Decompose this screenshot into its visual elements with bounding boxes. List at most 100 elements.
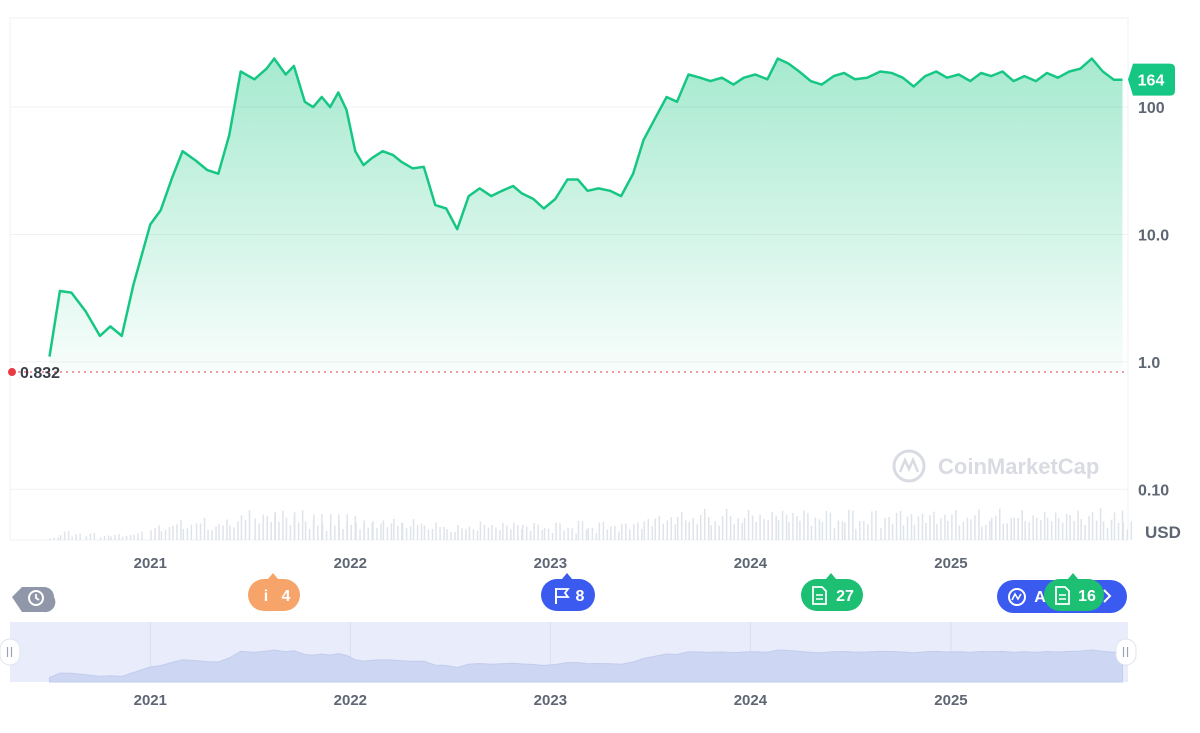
volume-bar	[699, 515, 702, 540]
volume-bar	[439, 527, 441, 540]
volume-bar	[75, 534, 77, 540]
volume-bar	[350, 524, 352, 540]
volume-bar	[125, 535, 128, 540]
volume-bar	[1046, 517, 1049, 540]
volume-bar	[1130, 521, 1133, 540]
volume-bar	[641, 528, 643, 540]
volume-bar	[1028, 522, 1030, 540]
volume-bar	[397, 525, 399, 540]
volume-bar	[733, 523, 735, 540]
volume-bar	[707, 516, 710, 540]
volume-bar	[563, 530, 565, 540]
volume-bar	[443, 526, 445, 540]
volume-bar	[367, 527, 369, 540]
volume-bar	[981, 526, 983, 540]
volume-bar	[837, 520, 840, 540]
volume-bar	[479, 521, 482, 540]
volume-bar	[755, 521, 757, 540]
volume-bar	[940, 518, 942, 540]
volume-bar	[457, 525, 459, 540]
volume-bar	[382, 520, 385, 540]
volume-bars	[49, 508, 1133, 540]
navigator-tick-label: 2022	[334, 692, 367, 709]
volume-bar	[575, 533, 577, 540]
flag-marker[interactable]: 8	[541, 573, 595, 611]
history-icon	[28, 590, 44, 606]
info-icon: i	[264, 588, 268, 605]
volume-bar	[289, 525, 292, 540]
volume-bar	[1054, 512, 1057, 540]
volume-bar	[465, 529, 467, 540]
volume-bar	[67, 531, 70, 540]
volume-bar	[994, 515, 997, 540]
volume-bar	[725, 508, 728, 540]
volume-bar	[529, 530, 532, 540]
volume-bar	[513, 522, 515, 540]
volume-bar	[293, 512, 296, 540]
volume-bar	[405, 528, 408, 540]
y-tick-label: 100	[1138, 100, 1165, 117]
volume-bar	[487, 527, 490, 540]
volume-bar	[1006, 523, 1008, 540]
volume-bar	[595, 533, 598, 540]
volume-bar	[867, 524, 869, 540]
volume-bar	[57, 537, 59, 540]
navigator-tick-label: 2023	[534, 692, 567, 709]
volume-bar	[543, 527, 546, 540]
volume-bar	[450, 531, 452, 540]
volume-bar	[951, 514, 953, 540]
range-navigator[interactable]	[0, 622, 1137, 683]
volume-bar	[966, 517, 969, 540]
volume-bar	[1073, 520, 1075, 540]
volume-bar	[454, 532, 456, 540]
history-marker[interactable]	[12, 587, 56, 613]
volume-bar	[420, 523, 423, 540]
volume-bar	[461, 528, 463, 540]
volume-bar	[371, 522, 373, 540]
x-tick-label: 2022	[334, 555, 367, 572]
y-axis: 100 10.0 1.0 0.10	[1138, 100, 1169, 499]
volume-bar	[1002, 523, 1004, 540]
volume-bar	[1013, 517, 1015, 540]
volume-bar	[325, 530, 328, 540]
info-marker[interactable]: i 4	[248, 573, 300, 611]
volume-bar	[1110, 519, 1113, 540]
volume-bar	[1102, 521, 1105, 540]
volume-bar	[158, 525, 160, 540]
navigator-left-handle[interactable]	[0, 638, 21, 666]
document-marker-2[interactable]: 16	[1044, 573, 1104, 611]
volume-bar	[962, 521, 965, 540]
volume-bar	[618, 531, 620, 540]
volume-bar	[521, 524, 524, 540]
volume-bar	[654, 518, 656, 540]
volume-bar	[1122, 522, 1125, 540]
volume-bar	[1043, 511, 1046, 540]
volume-bar	[775, 516, 777, 540]
volume-bar	[807, 513, 809, 540]
volume-bar	[229, 525, 231, 540]
volume-bar	[1106, 527, 1109, 540]
volume-bar	[297, 522, 300, 540]
volume-bar	[895, 512, 898, 540]
volume-bar	[468, 526, 471, 540]
volume-bar	[301, 510, 304, 540]
volume-bar	[821, 522, 824, 540]
volume-bar	[880, 527, 882, 540]
volume-bar	[168, 527, 171, 540]
volume-bar	[427, 529, 430, 540]
volume-bar	[1057, 518, 1060, 540]
volume-bar	[1050, 521, 1053, 540]
volume-bar	[571, 528, 573, 540]
volume-bar	[888, 516, 890, 540]
price-area	[49, 58, 1123, 373]
volume-bar	[380, 523, 382, 540]
document-marker[interactable]: 27	[801, 573, 863, 611]
volume-bar	[129, 534, 132, 540]
volume-bar	[103, 535, 106, 540]
navigator-right-handle[interactable]	[1115, 638, 1137, 666]
volume-bar	[491, 524, 493, 540]
volume-bar	[970, 519, 972, 540]
volume-bar	[884, 517, 886, 540]
volume-bar	[99, 537, 102, 540]
